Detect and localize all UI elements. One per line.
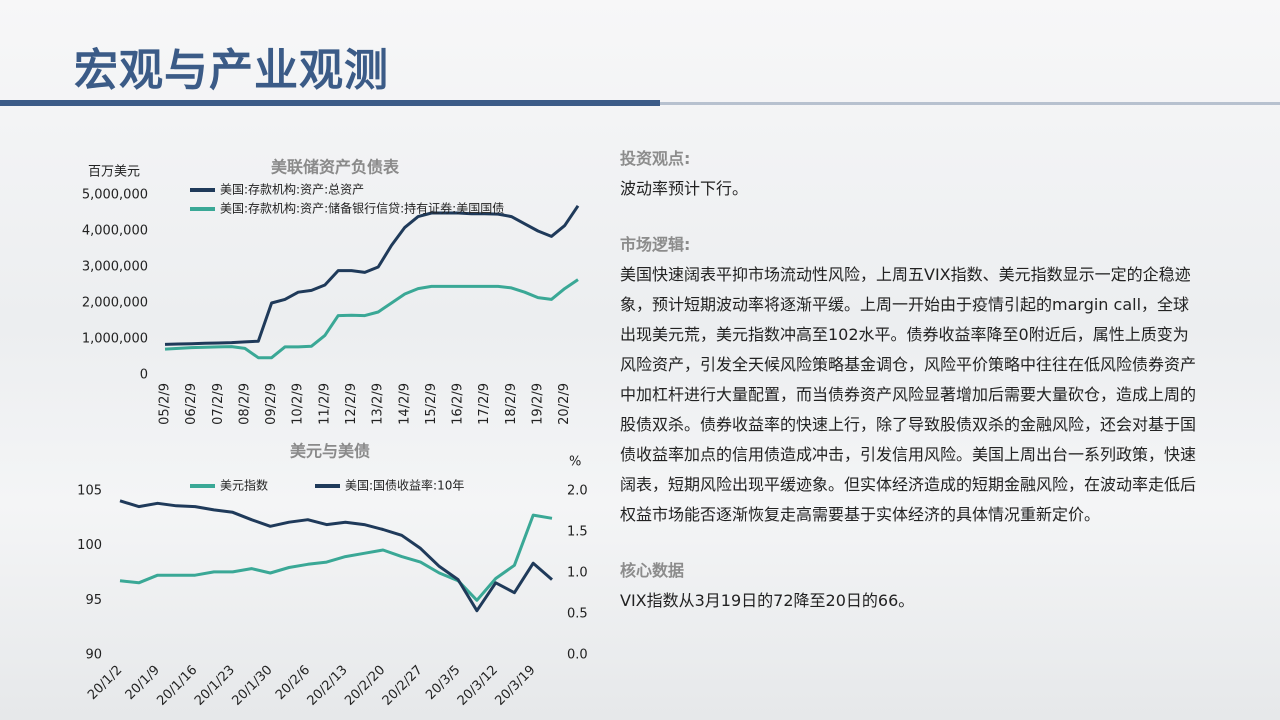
- x-tick-label: 10/2/9: [291, 383, 306, 425]
- x-tick-label: 15/2/9: [424, 383, 439, 425]
- series-line: [164, 204, 580, 346]
- chart-title: 美联储资产负债表: [271, 158, 400, 177]
- x-tick-label: 06/2/9: [184, 383, 199, 425]
- title-rule: [0, 100, 660, 106]
- series-line: [119, 499, 553, 613]
- x-tick-label: 20/1/23: [192, 663, 238, 709]
- x-tick-label: 07/2/9: [211, 383, 226, 425]
- slide-title: 宏观与产业观测: [74, 45, 389, 96]
- x-tick-label: 14/2/9: [397, 383, 412, 425]
- section-body: 美国快速阔表平抑市场流动性风险，上周五VIX指数、美元指数显示一定的企稳迹象，预…: [620, 265, 1197, 524]
- x-tick-label: 05/2/9: [158, 383, 173, 425]
- y-tick-label: 2,000,000: [82, 296, 148, 311]
- chart-title: 美元与美债: [290, 442, 370, 461]
- x-tick-label: 20/1/2: [85, 663, 125, 703]
- x-tick-label: 20/2/27: [380, 663, 426, 709]
- x-tick-label: 13/2/9: [371, 383, 386, 425]
- series-line: [164, 278, 579, 360]
- y-tick-label: 100: [77, 538, 102, 553]
- x-tick-label: 08/2/9: [237, 383, 252, 425]
- y-tick-label: 5,000,000: [82, 188, 148, 203]
- section-heading: 市场逻辑:: [620, 235, 691, 254]
- x-tick-label: 20/3/19: [492, 663, 538, 709]
- y-tick-label: 4,000,000: [82, 224, 148, 239]
- y2-tick-label: 1.0: [567, 566, 588, 581]
- y-tick-label: 90: [85, 648, 102, 663]
- y-tick-label: 1,000,000: [82, 332, 148, 347]
- y2-tick-label: 1.5: [567, 525, 588, 540]
- y-axis-label: 百万美元: [88, 165, 140, 180]
- x-tick-label: 20/1/16: [154, 663, 200, 709]
- y-tick-label: 3,000,000: [82, 260, 148, 275]
- y2-tick-label: 0.0: [567, 648, 588, 663]
- y2-tick-label: 0.5: [567, 607, 588, 622]
- section-heading: 核心数据: [620, 561, 685, 580]
- series-line: [119, 513, 553, 602]
- y2-axis-label: %: [569, 455, 581, 470]
- y2-tick-label: 2.0: [567, 484, 588, 499]
- charts: 美联储资产负债表 百万美元 0 1,000,000 2,000,000 3,000,000…: [77, 158, 588, 709]
- title-rule-light: [660, 102, 1280, 105]
- section-body: 波动率预计下行。: [620, 179, 749, 198]
- legend-label: 美国:国债收益率:10年: [345, 478, 464, 493]
- x-tick-label: 20/2/20: [342, 663, 388, 709]
- y-tick-label: 105: [77, 484, 102, 499]
- x-tick-label: 17/2/9: [477, 383, 492, 425]
- x-tick-label: 18/2/9: [504, 383, 519, 425]
- y-tick-label: 0: [140, 368, 148, 383]
- x-tick-label: 11/2/9: [317, 383, 332, 425]
- x-tick-label: 12/2/9: [344, 383, 359, 425]
- legend-label: 美国:存款机构:资产:储备银行信贷:持有证券:美国国债: [220, 201, 504, 216]
- x-tick-label: 20/2/13: [305, 663, 351, 709]
- section-body: VIX指数从3月19日的72降至20日的66。: [620, 591, 915, 610]
- x-tick-label: 20/3/12: [455, 663, 501, 709]
- x-tick-label: 19/2/9: [531, 383, 546, 425]
- text-panel: 投资观点: 波动率预计下行。 市场逻辑: 美国快速阔表平抑市场流动性风险，上周五…: [620, 144, 1200, 642]
- x-tick-label: 16/2/9: [451, 383, 466, 425]
- section-heading: 投资观点:: [620, 149, 691, 168]
- legend-label: 美国:存款机构:资产:总资产: [220, 182, 364, 197]
- x-tick-label: 09/2/9: [264, 383, 279, 425]
- x-tick-label: 20/1/30: [230, 663, 276, 709]
- y-tick-label: 95: [85, 593, 102, 608]
- x-tick-label: 20/2/9: [557, 383, 572, 425]
- legend-label: 美元指数: [220, 478, 268, 493]
